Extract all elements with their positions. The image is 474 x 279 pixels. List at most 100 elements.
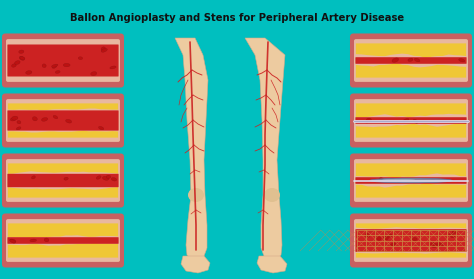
Ellipse shape [111, 177, 117, 181]
FancyBboxPatch shape [8, 237, 118, 244]
Ellipse shape [30, 239, 36, 242]
Ellipse shape [379, 178, 383, 181]
Ellipse shape [11, 64, 16, 67]
Polygon shape [356, 123, 466, 138]
Polygon shape [356, 104, 466, 118]
Ellipse shape [431, 244, 438, 247]
Polygon shape [356, 223, 466, 229]
Ellipse shape [408, 58, 413, 61]
FancyBboxPatch shape [8, 110, 118, 131]
FancyBboxPatch shape [350, 33, 472, 88]
Polygon shape [356, 163, 466, 178]
Ellipse shape [101, 47, 106, 51]
Ellipse shape [19, 50, 24, 53]
FancyBboxPatch shape [354, 219, 468, 262]
FancyBboxPatch shape [356, 177, 466, 184]
FancyBboxPatch shape [350, 93, 472, 148]
Ellipse shape [411, 237, 417, 240]
Ellipse shape [102, 176, 109, 180]
Ellipse shape [414, 58, 420, 62]
Ellipse shape [17, 121, 21, 124]
Polygon shape [181, 256, 210, 273]
FancyBboxPatch shape [356, 117, 466, 124]
Polygon shape [356, 63, 466, 78]
Ellipse shape [106, 175, 111, 179]
Polygon shape [8, 187, 118, 198]
Ellipse shape [42, 64, 46, 68]
Polygon shape [8, 243, 118, 258]
Ellipse shape [10, 118, 16, 121]
Ellipse shape [264, 188, 280, 202]
FancyBboxPatch shape [6, 219, 120, 262]
Ellipse shape [452, 230, 457, 234]
Ellipse shape [12, 116, 18, 120]
FancyBboxPatch shape [356, 57, 466, 64]
FancyBboxPatch shape [6, 39, 120, 82]
Ellipse shape [459, 59, 465, 62]
FancyBboxPatch shape [8, 44, 118, 76]
Ellipse shape [66, 119, 72, 123]
Polygon shape [8, 131, 118, 138]
Ellipse shape [96, 176, 101, 179]
Polygon shape [8, 223, 118, 238]
Ellipse shape [52, 65, 57, 68]
Ellipse shape [377, 236, 381, 240]
Ellipse shape [188, 188, 204, 202]
Ellipse shape [55, 71, 60, 73]
Ellipse shape [99, 126, 104, 130]
Ellipse shape [390, 243, 396, 246]
Ellipse shape [366, 118, 371, 121]
Polygon shape [356, 44, 466, 58]
Ellipse shape [387, 234, 392, 237]
Polygon shape [257, 256, 287, 273]
FancyBboxPatch shape [2, 213, 124, 268]
FancyBboxPatch shape [354, 159, 468, 202]
Ellipse shape [64, 177, 68, 180]
Ellipse shape [41, 117, 48, 121]
Ellipse shape [101, 49, 107, 52]
Ellipse shape [430, 242, 435, 246]
Polygon shape [8, 163, 118, 174]
Ellipse shape [53, 115, 58, 119]
FancyBboxPatch shape [6, 159, 120, 202]
Ellipse shape [44, 238, 49, 242]
Ellipse shape [110, 66, 116, 69]
Ellipse shape [31, 176, 36, 179]
Ellipse shape [431, 179, 436, 182]
FancyBboxPatch shape [350, 153, 472, 208]
Ellipse shape [15, 61, 20, 64]
Ellipse shape [10, 239, 16, 242]
FancyBboxPatch shape [354, 39, 468, 82]
Ellipse shape [438, 243, 443, 247]
Ellipse shape [392, 58, 399, 62]
Ellipse shape [32, 117, 37, 121]
Ellipse shape [78, 57, 82, 60]
Polygon shape [8, 104, 118, 110]
Ellipse shape [365, 120, 370, 123]
FancyBboxPatch shape [2, 33, 124, 88]
FancyBboxPatch shape [2, 153, 124, 208]
Ellipse shape [26, 71, 32, 74]
Ellipse shape [383, 236, 388, 240]
Ellipse shape [63, 63, 70, 67]
Polygon shape [356, 183, 466, 198]
FancyBboxPatch shape [6, 99, 120, 142]
Ellipse shape [382, 179, 415, 180]
Polygon shape [175, 38, 208, 260]
Ellipse shape [396, 179, 401, 182]
Ellipse shape [91, 72, 97, 76]
Ellipse shape [365, 233, 370, 237]
FancyBboxPatch shape [8, 174, 118, 187]
FancyBboxPatch shape [2, 93, 124, 148]
Ellipse shape [402, 119, 409, 122]
Ellipse shape [413, 119, 418, 123]
Ellipse shape [52, 64, 58, 67]
Ellipse shape [449, 234, 455, 238]
FancyBboxPatch shape [356, 229, 466, 252]
Ellipse shape [370, 178, 452, 183]
Ellipse shape [19, 56, 25, 60]
Text: Ballon Angioplasty and Stens for Peripheral Artery Disease: Ballon Angioplasty and Stens for Periphe… [70, 13, 404, 23]
Ellipse shape [16, 127, 21, 130]
Polygon shape [356, 252, 466, 258]
Ellipse shape [20, 57, 25, 59]
